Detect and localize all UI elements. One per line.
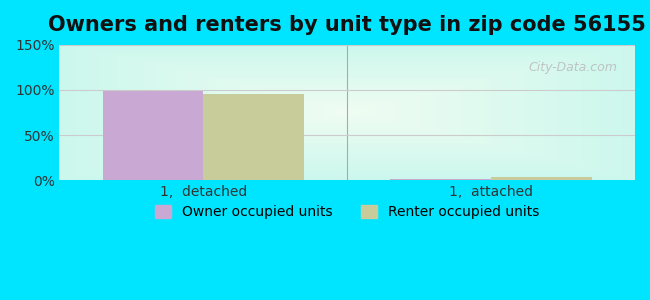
- Bar: [103, 91, 203, 180]
- Bar: [391, 179, 491, 180]
- Text: City-Data.com: City-Data.com: [529, 61, 617, 74]
- Bar: [491, 177, 592, 180]
- Legend: Owner occupied units, Renter occupied units: Owner occupied units, Renter occupied un…: [149, 200, 545, 225]
- Title: Owners and renters by unit type in zip code 56155: Owners and renters by unit type in zip c…: [48, 15, 646, 35]
- Bar: [203, 94, 304, 180]
